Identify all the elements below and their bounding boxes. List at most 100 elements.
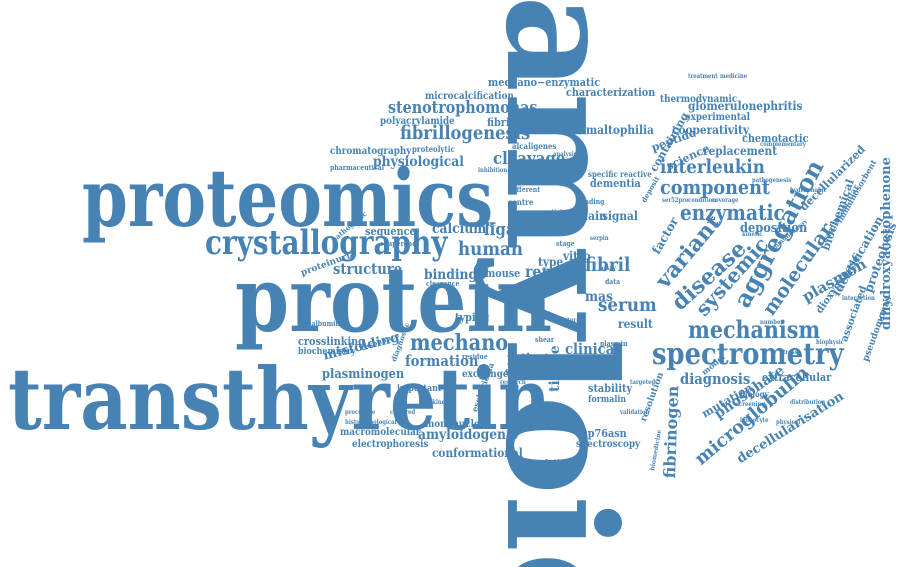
word-chemotactic: chemotactic <box>742 132 809 145</box>
word-cleavage: cleavage <box>493 149 566 169</box>
word-structure: structure <box>333 260 403 278</box>
word-coverage: coverage <box>712 197 739 204</box>
word-formalin: formalin <box>588 395 627 405</box>
word-inhibition: inhibition <box>478 167 508 174</box>
word-mas: mas <box>585 289 613 305</box>
word-experimental: experimental <box>685 112 750 123</box>
word-human: human <box>458 238 523 260</box>
word-different: different <box>510 185 541 194</box>
word-distribution: distribution <box>790 399 826 406</box>
word-electrophoresis: electrophoresis <box>352 439 429 450</box>
word-plasminogen: plasminogen <box>322 367 405 382</box>
word-enzymatic: enzymatic <box>680 200 785 225</box>
word-characterization: characterization <box>566 86 656 99</box>
word-conformational: conformational <box>432 446 523 460</box>
word-finding: finding <box>580 197 605 206</box>
word-extracellular: extracellular <box>762 371 832 384</box>
word-signal: signal <box>602 209 638 223</box>
word-analysis: analysis <box>553 151 577 158</box>
word-histopathological: histopathological <box>345 419 397 426</box>
word-crystallography: crystallography <box>205 223 448 263</box>
word-exchange: exchange <box>462 369 509 380</box>
word-fibrillogenic: fibrillogenic <box>487 116 553 129</box>
word-proteolytic: proteolytic <box>412 144 455 154</box>
word-mechanism: mechanism <box>688 315 821 344</box>
word-physiological: physiological <box>373 154 464 170</box>
word-alcaligenes: alcaligenes <box>512 141 557 151</box>
word-transthyretin: transthyretin <box>8 350 552 450</box>
word-renal: renal <box>525 262 567 281</box>
word-fibrillogenesis: fibrillogenesis <box>400 122 531 144</box>
word-condition: condition <box>688 197 717 204</box>
word-result: result <box>618 317 653 331</box>
word-cultured: cultured <box>390 409 416 416</box>
word-targeted: targeted <box>630 379 656 386</box>
word-associated: associated <box>839 284 870 344</box>
word-procedure: procedure <box>345 409 376 416</box>
word-treatment: treatment <box>688 73 718 80</box>
word-hydrophobic: hydrophobic <box>790 187 827 194</box>
word-plasmin: plasmin <box>600 339 628 348</box>
word-serpin: serpin <box>590 235 609 242</box>
word-diagnosis: diagnosis <box>680 370 751 388</box>
word-crystal: crystal <box>535 369 562 379</box>
word-binding: binding <box>424 267 478 283</box>
word-proteomics: proteomics <box>82 151 494 245</box>
word-microcalcification: microcalcification <box>425 91 514 102</box>
word-typing: typing <box>455 311 490 324</box>
word-pharmaceutical: pharmaceutical <box>330 163 384 172</box>
word-thermodynamic: thermodynamic <box>660 94 738 105</box>
word-residue: residue <box>462 352 488 361</box>
word-pathogenesis: pathogenesis <box>752 177 792 184</box>
word-mouse: mouse <box>485 267 521 280</box>
word-biology: biology <box>740 389 769 399</box>
word-chain: chain <box>574 209 607 223</box>
word-stress: stress <box>780 349 798 356</box>
word-medicine: medicine <box>720 73 748 80</box>
word-ser52pro: ser52pro <box>662 197 689 204</box>
word-enzyme: enzyme <box>470 219 496 228</box>
word-interaction: interaction <box>842 295 875 302</box>
word-stability: stability <box>588 382 633 395</box>
word-stenotrophomonas: stenotrophomonas <box>388 98 538 118</box>
word-serum: serum <box>598 294 657 316</box>
word-mononuclear: mononuclear <box>425 419 490 430</box>
word-physical: physical <box>776 419 801 426</box>
word-clearance: clearance <box>426 279 460 288</box>
word-shear: shear <box>535 335 555 344</box>
word-interleukin: interleukin <box>660 156 765 178</box>
word-fibrinogen: fibrinogen <box>660 385 683 479</box>
word-glomerulonephritis: glomerulonephritis <box>688 99 803 113</box>
word-chromatography: chromatography <box>330 146 412 157</box>
word-fibril: fibril <box>585 254 631 276</box>
word-activity: activity <box>545 209 567 216</box>
word-crosslinking: crosslinking <box>298 335 365 348</box>
word-calcium: calcium <box>432 221 487 237</box>
word-patient: patient <box>507 351 550 365</box>
word-important: important <box>397 384 442 394</box>
word-dementia: dementia <box>590 177 641 190</box>
word-stage: stage <box>556 239 575 248</box>
word-sequence: sequence <box>365 225 416 238</box>
word-chaperone: chaperone <box>380 239 417 248</box>
word-vitro: vitro <box>563 249 591 263</box>
word-specific-reactive: specific reactive <box>588 169 652 179</box>
word-component: component <box>660 175 771 199</box>
word-number: number <box>760 319 784 326</box>
word-macromolecular: macromolecular <box>340 427 421 438</box>
word-assay: assay <box>600 265 616 272</box>
word-cooperativity: cooperativity <box>672 123 750 137</box>
word-amyloidogenic: amyloidogenic <box>418 427 519 443</box>
word-spectrometry: spectrometry <box>652 337 844 372</box>
word-type: type <box>538 255 564 269</box>
word-replacement: replacement <box>703 144 778 158</box>
word-leukocyte: leukocyte <box>740 417 769 424</box>
word-asp76asn: asp76asn <box>576 427 627 440</box>
word-cytokines: cytokines <box>420 399 449 406</box>
word-screening: screening <box>736 401 766 408</box>
word-maltophilia: maltophilia <box>586 123 654 137</box>
word-protein: protein <box>235 247 553 353</box>
word-prealbumin: prealbumin <box>300 319 340 328</box>
word-ligand: ligand <box>484 220 537 240</box>
word-natural: natural <box>560 317 582 324</box>
